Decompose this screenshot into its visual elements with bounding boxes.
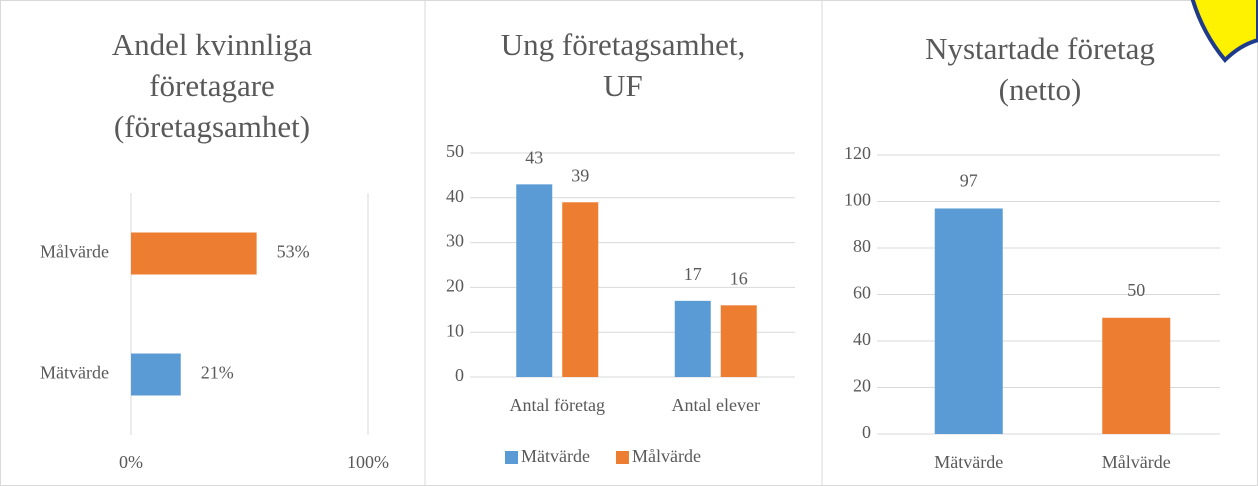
bar bbox=[1102, 317, 1171, 434]
y-tick-label: 100 bbox=[844, 190, 871, 210]
chart-title: företagare bbox=[149, 68, 275, 103]
legend-swatch bbox=[615, 451, 629, 464]
data-label: 43 bbox=[525, 147, 543, 167]
bar bbox=[131, 353, 181, 396]
bar bbox=[934, 208, 1003, 434]
bar bbox=[562, 202, 599, 377]
y-tick-label: 80 bbox=[853, 236, 871, 256]
y-tick-label: Målvärde bbox=[40, 242, 109, 262]
bar bbox=[516, 184, 553, 377]
legend-swatch bbox=[505, 451, 518, 464]
y-tick-label: 20 bbox=[446, 276, 464, 296]
y-tick-label: Mätvärde bbox=[40, 363, 109, 383]
y-tick-label: 40 bbox=[446, 186, 464, 206]
y-tick-label: 10 bbox=[446, 320, 464, 340]
chart-title: (netto) bbox=[999, 72, 1082, 107]
bar bbox=[720, 305, 757, 377]
legend-label: Mätvärde bbox=[521, 446, 590, 466]
y-tick-label: 40 bbox=[853, 329, 871, 349]
x-tick-label: 100% bbox=[347, 452, 389, 472]
bar bbox=[674, 300, 711, 377]
data-label: 16 bbox=[730, 268, 748, 288]
y-tick-label: 30 bbox=[446, 231, 464, 251]
data-label: 17 bbox=[684, 264, 702, 284]
x-tick-label: Målvärde bbox=[1102, 452, 1171, 472]
data-label: 53% bbox=[277, 242, 310, 262]
y-tick-label: 20 bbox=[853, 376, 871, 396]
y-tick-label: 60 bbox=[853, 283, 871, 303]
chart-title: Andel kvinnliga bbox=[112, 27, 313, 62]
y-tick-label: 120 bbox=[844, 143, 871, 163]
data-label: 39 bbox=[571, 165, 589, 185]
badge bbox=[1190, 0, 1258, 63]
x-tick-label: Antal elever bbox=[672, 395, 760, 415]
x-tick-label: Mätvärde bbox=[934, 452, 1003, 472]
data-label: 21% bbox=[201, 363, 234, 383]
x-tick-label: Antal företag bbox=[510, 395, 605, 415]
legend-label: Målvärde bbox=[632, 446, 701, 466]
y-tick-label: 0 bbox=[455, 365, 464, 385]
chart-title: Ung företagsamhet, bbox=[501, 27, 745, 62]
y-tick-label: 0 bbox=[862, 422, 871, 442]
bar bbox=[131, 232, 257, 275]
data-label: 97 bbox=[960, 171, 978, 191]
chart-title: UF bbox=[603, 68, 643, 103]
y-tick-label: 50 bbox=[446, 141, 464, 161]
data-label: 50 bbox=[1127, 280, 1145, 300]
chart-title: Nystartade företag bbox=[925, 31, 1155, 66]
x-tick-label: 0% bbox=[119, 452, 143, 472]
chart-title: (företagsamhet) bbox=[114, 109, 310, 144]
